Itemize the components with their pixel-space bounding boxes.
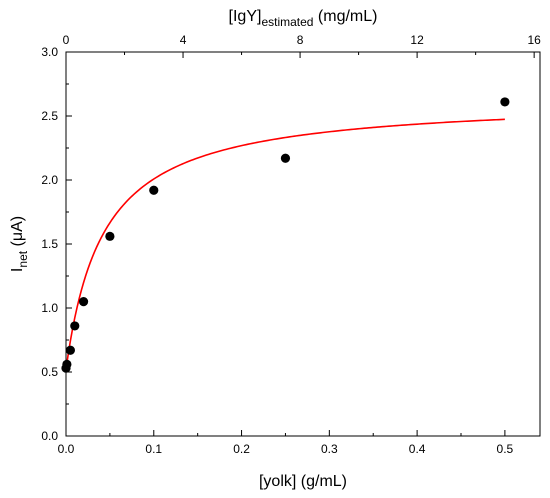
top-tick-label: 4	[180, 33, 187, 47]
y-tick-label: 2.5	[41, 109, 58, 123]
y-tick-label: 1.5	[41, 237, 58, 251]
y-tick-label: 0.0	[41, 429, 58, 443]
plot-frame	[65, 51, 541, 437]
top-tick-label: 8	[297, 33, 304, 47]
y-axis-title-unit: (μA)	[9, 216, 26, 251]
data-point	[149, 185, 159, 195]
y-tick-label: 0.5	[41, 365, 58, 379]
fit-curve	[65, 118, 505, 370]
x-tick-label: 0.1	[145, 442, 162, 456]
data-point	[70, 321, 80, 331]
data-point	[65, 345, 75, 355]
x-tick-label: 0.5	[497, 442, 514, 456]
x-tick-label: 0.3	[321, 442, 338, 456]
top-axis-title-main: [IgY]	[229, 8, 262, 25]
x-tick-label: 0.0	[58, 442, 75, 456]
y-axis-title-sub: net	[16, 250, 30, 267]
x-tick-label: 0.4	[409, 442, 426, 456]
x-tick-label: 0.2	[233, 442, 250, 456]
fit-curve-group	[65, 118, 505, 370]
data-point	[280, 153, 291, 163]
y-tick-label: 2.0	[41, 173, 58, 187]
x-axis-title: [yolk] (g/mL)	[259, 473, 347, 490]
data-point	[62, 359, 72, 369]
top-axis-title: [IgY]estimated (mg/mL)	[229, 8, 378, 29]
top-axis-title-unit: (mg/mL)	[313, 8, 377, 25]
data-point	[500, 97, 510, 107]
y-axis-title-main: I	[9, 268, 26, 272]
y-tick-label: 3.0	[41, 45, 58, 59]
top-tick-label: 12	[410, 33, 424, 47]
data-point	[78, 297, 89, 307]
data-point	[105, 231, 115, 241]
y-axis-title: Inet (μA)	[9, 216, 30, 272]
data-points-group	[61, 97, 510, 373]
top-tick-label: 0	[63, 33, 70, 47]
y-tick-label: 1.0	[41, 301, 58, 315]
top-tick-label: 16	[527, 33, 541, 47]
top-axis-title-sub: estimated	[261, 15, 313, 29]
axis-ticks: 0.0 0.1 0.2 0.3 0.4 0.5 0.0 0.5 1.0 1.5 2.0 2.5 3.0 0…	[41, 33, 541, 456]
